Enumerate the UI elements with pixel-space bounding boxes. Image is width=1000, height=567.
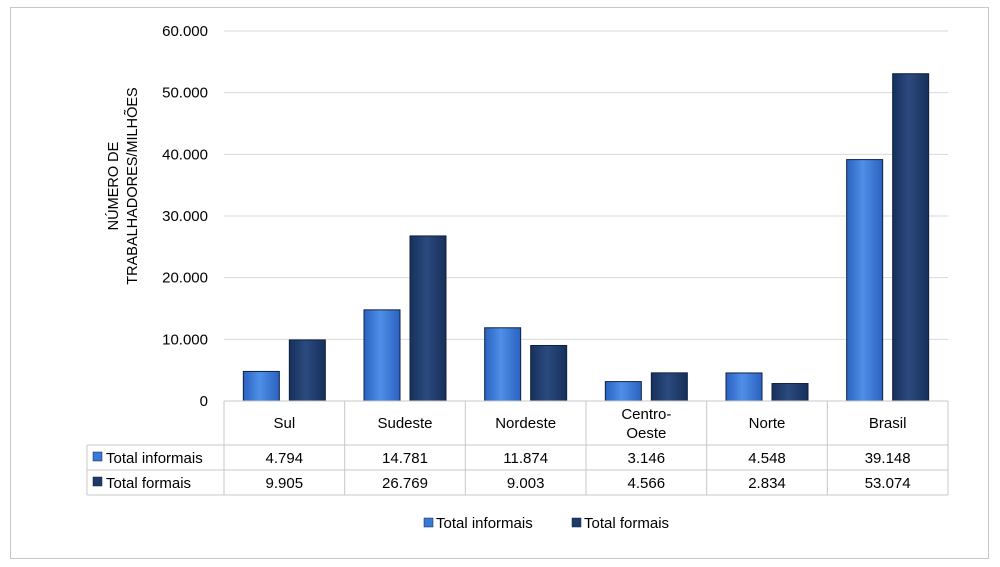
series-name: Total formais	[106, 475, 191, 492]
legend-swatch	[571, 517, 582, 528]
data-label: 9.905	[266, 475, 304, 492]
bar-informais	[846, 159, 884, 402]
bar-informais	[242, 370, 280, 402]
data-label: 4.566	[628, 475, 666, 492]
data-label: 14.781	[382, 450, 428, 467]
legend: Total informais Total formais	[423, 515, 669, 532]
table-legend-key	[92, 476, 103, 487]
bar-informais	[484, 327, 522, 402]
y-tick-label: 50.000	[162, 85, 208, 102]
y-tick-label: 20.000	[162, 270, 208, 287]
data-label: 39.148	[865, 450, 911, 467]
bar-formais	[530, 344, 568, 402]
y-tick-label: 0	[200, 393, 208, 410]
y-tick-label: 40.000	[162, 146, 208, 163]
y-axis-label-line: NÚMERO DE	[105, 141, 122, 230]
category-label: Norte	[749, 415, 786, 432]
category-label: Nordeste	[495, 415, 556, 432]
data-label: 3.146	[628, 450, 666, 467]
y-axis-ticks: 0 10.000 20.000 30.000 40.000 50.000 60.000	[162, 23, 208, 410]
y-tick-label: 10.000	[162, 331, 208, 348]
category-label: Oeste	[626, 425, 666, 442]
bar-informais	[604, 381, 642, 402]
data-label: 2.834	[748, 475, 786, 492]
legend-label: Total informais	[436, 515, 533, 532]
bar-informais	[363, 309, 401, 402]
bar-formais	[650, 372, 688, 402]
chart-frame	[10, 7, 989, 559]
category-label: Sudeste	[377, 415, 432, 432]
data-label: 11.874	[503, 450, 548, 467]
y-axis-label: NÚMERO DE TRABALHADORES/MILHÕES	[105, 87, 141, 284]
bar-formais	[771, 383, 809, 402]
data-label: 53.074	[865, 475, 911, 492]
y-axis-label-line: TRABALHADORES/MILHÕES	[124, 87, 141, 284]
data-label: 4.548	[748, 450, 786, 467]
category-label: Sul	[273, 415, 295, 432]
bar-formais	[288, 339, 326, 402]
data-label: 26.769	[382, 475, 428, 492]
gridlines	[224, 30, 948, 340]
bar-informais	[725, 372, 763, 402]
category-label: Centro-	[621, 406, 671, 423]
bars	[242, 73, 930, 402]
bar-formais	[409, 235, 447, 402]
table-legend-key	[92, 451, 103, 462]
data-label: 9.003	[507, 475, 545, 492]
data-table: Sul Sudeste Nordeste Centro- Oeste Norte Brasi…	[86, 400, 949, 496]
series-name: Total informais	[106, 450, 203, 467]
y-tick-label: 30.000	[162, 208, 208, 225]
legend-swatch	[423, 517, 434, 528]
data-label: 4.794	[266, 450, 304, 467]
y-tick-label: 60.000	[162, 23, 208, 40]
legend-label: Total formais	[584, 515, 669, 532]
category-label: Brasil	[869, 415, 907, 432]
bar-formais	[892, 73, 930, 402]
